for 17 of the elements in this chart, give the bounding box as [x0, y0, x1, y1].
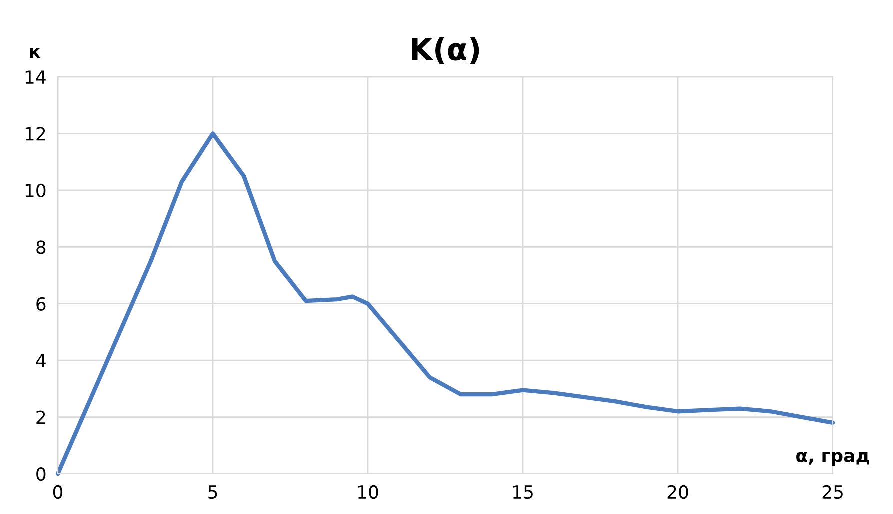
x-axis-title: α, град	[796, 452, 870, 466]
y-tick-label: 0	[36, 467, 46, 482]
y-tick-label: 12	[26, 127, 46, 141]
y-axis-title: к	[30, 48, 41, 58]
chart-title: K(α)	[412, 37, 480, 64]
y-tick-label: 4	[36, 354, 46, 368]
x-tick-label: 10	[358, 485, 378, 500]
y-tick-label: 8	[36, 240, 46, 254]
x-tick-label: 15	[513, 486, 533, 500]
x-tick-label: 5	[208, 486, 218, 500]
y-tick-label: 6	[36, 297, 46, 311]
y-tick-label: 14	[26, 70, 46, 84]
y-tick-label: 2	[36, 410, 46, 424]
x-tick-label: 20	[668, 485, 688, 500]
x-tick-label: 0	[53, 485, 63, 500]
x-tick-label: 25	[822, 485, 843, 500]
y-tick-label: 10	[26, 184, 46, 198]
